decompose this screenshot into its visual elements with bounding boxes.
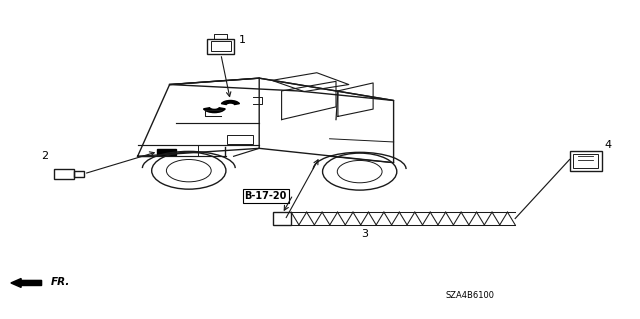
- Bar: [573, 154, 598, 168]
- Text: SZA4B6100: SZA4B6100: [446, 291, 495, 300]
- Bar: [207, 39, 234, 54]
- Text: B-17-20: B-17-20: [244, 191, 287, 201]
- FancyArrow shape: [11, 278, 42, 287]
- Wedge shape: [204, 108, 225, 113]
- Text: 1: 1: [239, 35, 246, 45]
- Bar: [74, 171, 84, 177]
- Text: FR.: FR.: [51, 277, 70, 287]
- Text: 3: 3: [362, 229, 368, 240]
- Text: 2: 2: [41, 151, 48, 161]
- Bar: [570, 151, 602, 172]
- Wedge shape: [221, 100, 239, 105]
- Text: 4: 4: [605, 140, 612, 150]
- Bar: [54, 169, 74, 179]
- Bar: [273, 212, 291, 225]
- Bar: [227, 135, 253, 144]
- Bar: [211, 41, 231, 51]
- Bar: [157, 149, 176, 155]
